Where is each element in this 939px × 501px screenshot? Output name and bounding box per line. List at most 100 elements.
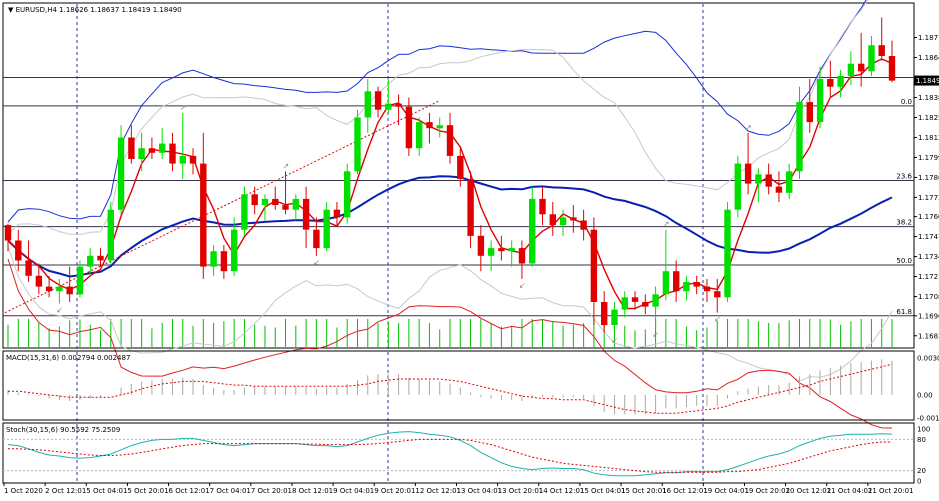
price-tick-label: 1.18640 (918, 54, 939, 62)
candle-body (518, 248, 526, 264)
candle-body (621, 297, 628, 310)
price-tick-label: 1.17730 (918, 194, 939, 202)
candle-body (549, 214, 556, 226)
stoch-tick-label: 100 (917, 426, 930, 434)
candle-body (272, 198, 279, 205)
macd-signal-line (8, 363, 893, 414)
candle-body (580, 220, 587, 230)
price-tick-label: 1.17085 (918, 293, 939, 301)
time-tick-label: 12 Oct 12:01 (415, 487, 461, 495)
candle-body (241, 194, 248, 230)
time-tick-label: 2 Oct 12:01 (45, 487, 86, 495)
candle-body (714, 291, 721, 298)
candle-body (364, 91, 371, 118)
candle-body (416, 122, 423, 149)
candle-body (642, 302, 649, 307)
ohlc-close: 1.18490 (153, 6, 182, 14)
candle-body (169, 143, 176, 164)
candle-body (601, 302, 608, 326)
candle-body (261, 198, 269, 205)
stoch-tick-label: 80 (917, 436, 926, 444)
stoch-signal-line (8, 438, 892, 473)
price-tick-label: 1.18380 (918, 94, 939, 102)
time-tick-label: 8 Oct 12:01 (292, 487, 333, 495)
candle-body (570, 217, 577, 221)
time-axis: 1 Oct 2020 2 Oct 12:01 5 Oct 04:01 5 Oct 20… (3, 483, 914, 495)
macd-scale: 0.003016 0.00 -0.00189 (917, 355, 939, 423)
slow-moving-average (7, 175, 893, 278)
candle-body (559, 217, 567, 226)
candle-body (786, 171, 793, 193)
fractal-up-arrow: ↗ (663, 220, 670, 229)
time-tick-label: 15 Oct 20:01 (621, 487, 667, 495)
candle-body (868, 45, 875, 72)
price-tick-label: 1.17860 (918, 174, 939, 182)
time-tick-label: 7 Oct 20:01 (251, 487, 292, 495)
candle-body (210, 251, 217, 267)
price-tick-label: 1.17990 (918, 154, 939, 162)
candle-body (611, 309, 618, 325)
macd-tick-label: 0.003016 (917, 355, 939, 363)
candle-body (487, 248, 495, 256)
time-tick-label: 1 Oct 2020 (4, 487, 43, 495)
candle-body (333, 209, 341, 218)
price-panel[interactable]: ▼ EURUSD,H4 1.18626 1.18637 1.18419 1.18… (2, 0, 939, 482)
candle-body (56, 286, 63, 292)
fractal-up-arrow: ↗ (180, 103, 187, 112)
candle-body (97, 255, 104, 261)
candle-body (344, 171, 351, 218)
candle-body (847, 63, 855, 76)
candle-body (200, 163, 207, 267)
fractal-down-arrow: ↙ (313, 258, 320, 267)
time-tick-label: 7 Oct 04:01 (210, 487, 251, 495)
time-tick-label: 5 Oct 20:01 (127, 487, 168, 495)
candle-body (385, 103, 392, 110)
candle-body (477, 235, 485, 256)
price-tick-label: 1.17345 (918, 253, 939, 261)
ohlc-low: 1.18419 (122, 6, 151, 14)
candle-body (662, 271, 670, 295)
stochastic-panel[interactable]: Stoch(30,15,6) 90.5592 75.2509 100 80 20 0 (2, 422, 930, 486)
candle-body (724, 209, 731, 298)
volume-bars (7, 319, 893, 347)
stoch-lines (3, 431, 914, 477)
time-tick-label: 16 Oct 12:01 (662, 487, 708, 495)
candle-body (292, 198, 299, 210)
fractal-down-arrow: ↙ (653, 330, 660, 339)
price-tick-label: 1.16830 (918, 332, 939, 340)
candle-body (117, 137, 125, 210)
candlesticks (4, 17, 896, 335)
fractal-up-arrow: ↗ (283, 161, 290, 170)
candle-body (395, 103, 402, 107)
candle-body (189, 155, 197, 164)
time-tick-label: 14 Oct 12:01 (539, 487, 585, 495)
ohlc-high: 1.18637 (90, 6, 119, 14)
bollinger-bands (7, 0, 893, 429)
candle-body (765, 174, 772, 187)
macd-panel[interactable]: MACD(15,31,6) 0.002794 0.002487 0.003016… (2, 350, 939, 423)
macd-title: MACD(15,31,6) 0.002794 0.002487 (6, 354, 130, 362)
candle-body (858, 63, 865, 72)
fractal-down-arrow: ↙ (519, 281, 526, 290)
time-tick-label: 13 Oct 04:01 (457, 487, 503, 495)
candle-body (827, 79, 834, 87)
stoch-scale: 100 80 20 0 (917, 426, 930, 486)
stoch-tick-label: 20 (917, 467, 926, 475)
candle-body (374, 91, 382, 110)
candle-body (138, 148, 145, 159)
candle-body (693, 282, 700, 287)
candle-body (457, 155, 464, 179)
price-tick-label: 1.17215 (918, 273, 939, 281)
fib-level-label: 50.0 (896, 257, 912, 265)
macd-tick-label: -0.00189 (917, 415, 939, 423)
candle-body (652, 294, 659, 307)
candle-body (45, 286, 53, 292)
candle-body (4, 225, 12, 241)
fib-level-label: 23.6 (896, 173, 912, 181)
time-tick-label: 6 Oct 12:01 (169, 487, 210, 495)
candle-body (590, 229, 598, 302)
candle-body (282, 205, 289, 210)
time-tick-label: 13 Oct 20:01 (498, 487, 544, 495)
